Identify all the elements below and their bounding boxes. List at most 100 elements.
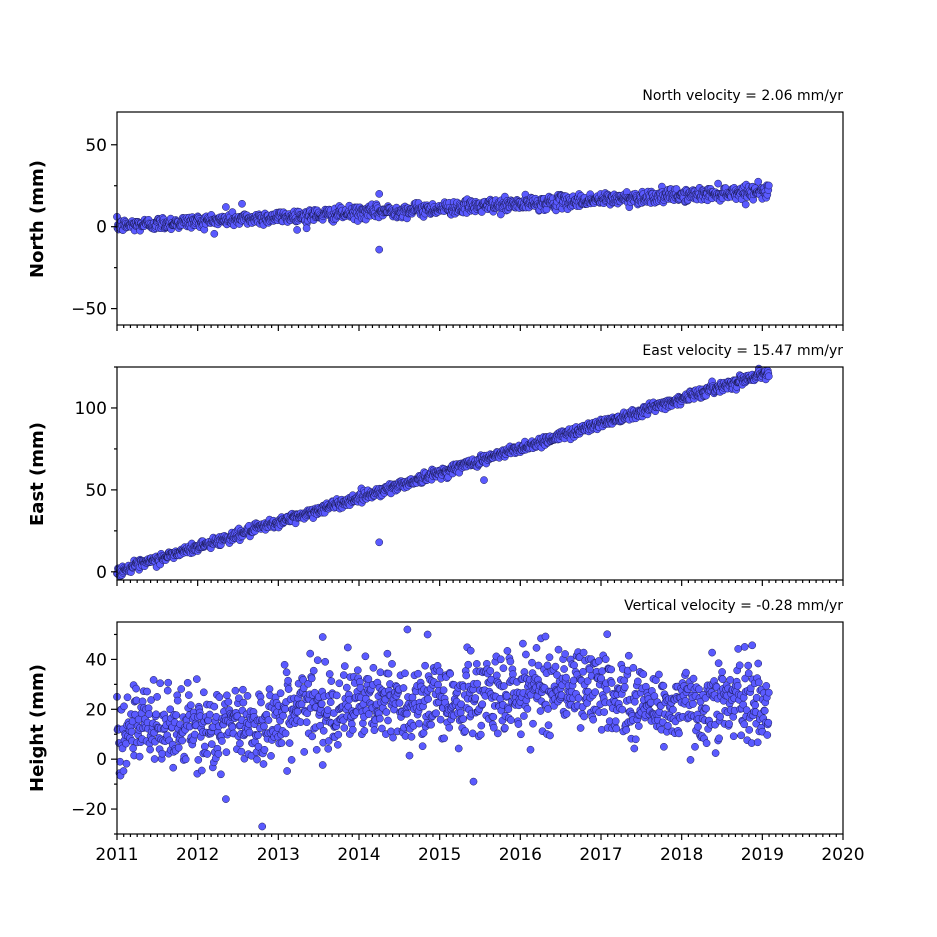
data-point [496, 655, 505, 664]
data-point [762, 682, 771, 690]
data-point [520, 712, 528, 720]
data-point [445, 723, 454, 732]
data-point [659, 681, 668, 690]
data-point [461, 727, 470, 735]
data-point [423, 630, 432, 639]
data-point [576, 724, 585, 732]
data-point [544, 721, 553, 730]
x-tick-label: 2012 [176, 845, 219, 865]
y-tick-label: −20 [71, 800, 107, 820]
data-point [318, 633, 327, 641]
data-point [418, 742, 427, 751]
data-point [689, 674, 698, 683]
data-point [228, 723, 237, 731]
data-point [309, 666, 318, 675]
data-point [284, 685, 293, 693]
data-point [562, 673, 570, 682]
data-point [554, 645, 563, 654]
data-point [708, 648, 716, 657]
data-point [152, 710, 160, 719]
data-point [456, 708, 465, 717]
data-point [477, 721, 486, 730]
data-point [439, 686, 448, 695]
data-point [591, 688, 600, 696]
x-tick-label: 2013 [257, 845, 300, 865]
data-point [634, 722, 643, 730]
data-point [239, 698, 248, 707]
data-point [146, 745, 154, 754]
north-y-axis-label: North (mm) [27, 160, 48, 278]
data-point [308, 732, 317, 741]
y-tick-label: −50 [71, 300, 107, 320]
data-point [343, 643, 352, 652]
x-tick-label: 2011 [95, 845, 138, 865]
data-point [647, 698, 655, 707]
x-tick-label: 2014 [337, 845, 380, 865]
data-point [267, 752, 275, 760]
data-point [725, 720, 733, 728]
y-tick-label: 50 [85, 136, 107, 156]
north-velocity-title: North velocity = 2.06 mm/yr [642, 88, 843, 104]
data-point [737, 731, 746, 740]
data-point [459, 715, 468, 723]
data-point [177, 685, 186, 693]
data-point [287, 756, 296, 764]
data-point [414, 669, 422, 678]
data-point [158, 749, 167, 758]
east-y-axis-label: East (mm) [27, 422, 48, 526]
data-point [253, 755, 261, 764]
data-point [517, 730, 525, 739]
data-point [741, 200, 750, 209]
data-point [419, 729, 428, 737]
data-point [369, 663, 378, 672]
data-point [231, 686, 240, 695]
data-point [545, 653, 554, 662]
data-point [469, 777, 478, 786]
data-point [222, 203, 230, 211]
data-point [432, 709, 440, 718]
data-point [745, 726, 754, 734]
data-point [600, 708, 609, 716]
data-point [375, 245, 384, 254]
data-point [624, 651, 633, 660]
data-point [753, 738, 762, 747]
data-point [603, 630, 612, 639]
data-point [285, 739, 294, 747]
data-point [178, 736, 187, 745]
data-point [620, 683, 629, 691]
data-point [403, 709, 411, 718]
data-point [260, 745, 269, 754]
data-point [324, 744, 333, 753]
data-point [754, 659, 763, 668]
data-point [607, 679, 616, 687]
data-point [302, 224, 311, 233]
data-point [156, 679, 165, 688]
height-panel: Vertical velocity = -0.28 mm/yr Height (… [27, 598, 865, 865]
data-point [334, 730, 343, 739]
data-point [342, 683, 351, 692]
data-point [503, 691, 511, 700]
y-tick-label: 50 [85, 481, 107, 501]
data-point [618, 705, 627, 714]
data-point [702, 739, 711, 748]
data-point [145, 710, 153, 718]
data-point [388, 660, 396, 668]
data-point [691, 742, 699, 751]
data-point [307, 674, 316, 683]
data-point [257, 698, 265, 707]
data-point [633, 677, 642, 686]
data-point [551, 662, 560, 671]
data-point [186, 701, 195, 709]
data-point [335, 679, 344, 688]
data-point [729, 732, 738, 741]
data-point [403, 625, 412, 634]
data-point [735, 661, 744, 670]
data-point [376, 668, 385, 677]
data-point [733, 681, 742, 690]
data-point [493, 729, 502, 738]
vertical-velocity-title: Vertical velocity = -0.28 mm/yr [624, 598, 843, 614]
data-point [172, 711, 181, 719]
data-point [401, 669, 409, 678]
data-point [464, 660, 473, 669]
